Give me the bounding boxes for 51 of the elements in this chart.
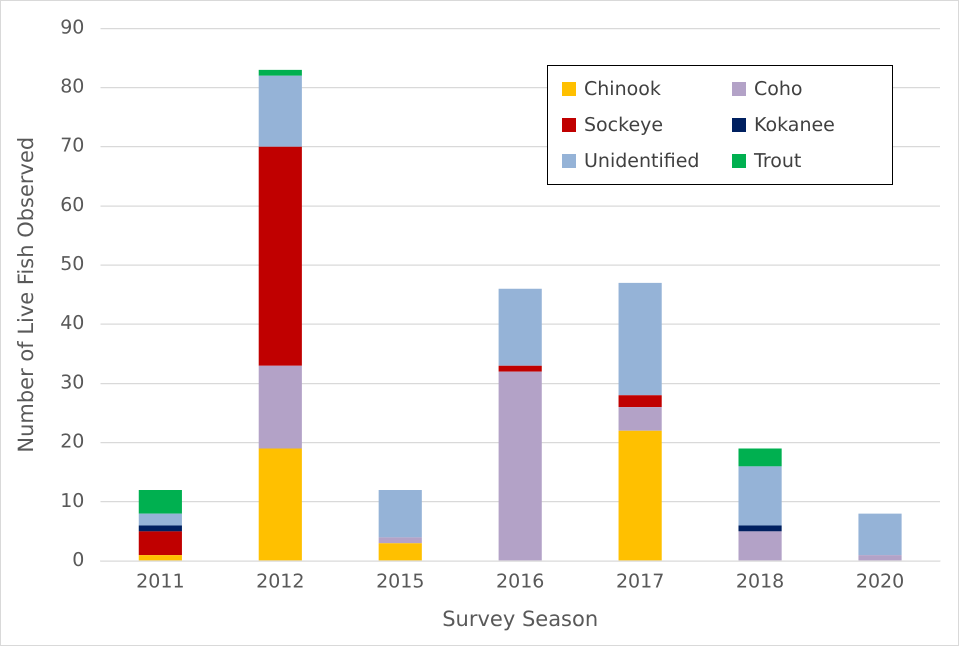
- bar: [138, 555, 182, 560]
- bar: [258, 366, 302, 449]
- legend-label: Chinook: [584, 78, 661, 100]
- x-tick-label: 2018: [736, 570, 784, 592]
- y-tick-label: 10: [60, 490, 84, 512]
- y-tick-label: 30: [60, 371, 84, 394]
- bar: [858, 514, 902, 556]
- legend-label: Unidentified: [584, 150, 700, 172]
- y-tick-label: 70: [60, 134, 84, 157]
- bar: [738, 525, 782, 532]
- y-tick-label: 60: [60, 194, 84, 216]
- legend-label: Sockeye: [584, 114, 664, 136]
- x-tick-label: 2020: [856, 570, 904, 592]
- bar: [618, 430, 662, 560]
- legend-label: Coho: [754, 78, 803, 100]
- bar: [138, 531, 182, 556]
- bar: [138, 490, 182, 514]
- bar: [258, 76, 302, 147]
- y-tick-label: 40: [60, 312, 84, 334]
- x-tick-label: 2015: [376, 570, 424, 592]
- y-tick-label: 20: [60, 430, 84, 453]
- bar: [498, 288, 542, 366]
- x-tick-label: 2016: [496, 570, 544, 592]
- bar: [738, 448, 782, 466]
- bar: [138, 514, 182, 526]
- x-tick-label: 2012: [256, 570, 304, 592]
- bar: [498, 366, 542, 372]
- bar: [378, 543, 422, 560]
- x-axis-title: Survey Season: [442, 606, 598, 631]
- bar: [258, 448, 302, 560]
- bar: [618, 407, 662, 431]
- x-tick-label: 2017: [616, 570, 664, 592]
- y-tick-label: 0: [72, 548, 84, 571]
- bar: [498, 372, 542, 560]
- bar: [858, 555, 902, 560]
- y-tick-label: 50: [60, 253, 84, 276]
- bar: [378, 490, 422, 538]
- y-axis-title: Number of Live Fish Observed: [14, 136, 38, 453]
- bar: [738, 466, 782, 526]
- legend-label: Kokanee: [754, 114, 835, 136]
- bar: [258, 70, 302, 76]
- legend-label: Trout: [754, 150, 802, 172]
- x-tick-label: 2011: [136, 570, 185, 592]
- y-tick-label: 90: [60, 16, 84, 38]
- bar: [258, 146, 302, 366]
- bar: [378, 537, 422, 544]
- bar: [738, 531, 782, 560]
- bar: [618, 395, 662, 408]
- bar: [618, 282, 662, 396]
- bar: [138, 525, 182, 532]
- y-tick-label: 80: [60, 76, 84, 98]
